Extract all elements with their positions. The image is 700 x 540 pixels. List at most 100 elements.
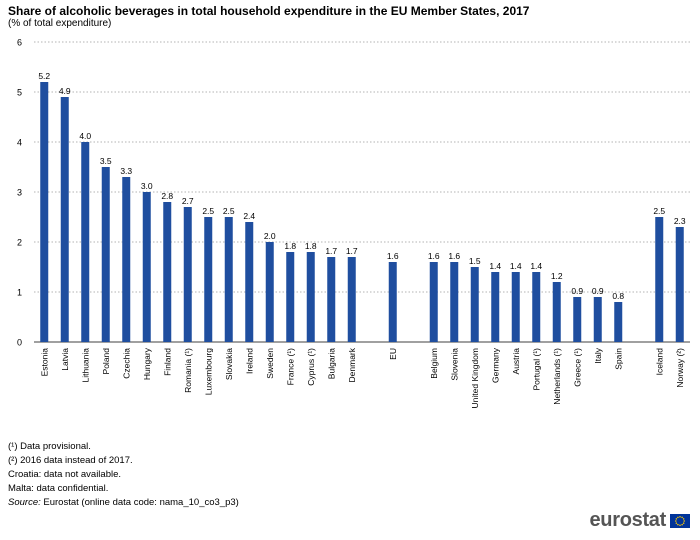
x-tick-label: Czechia [121, 348, 131, 379]
x-tick-label: EU [388, 348, 398, 360]
x-tick-label: Denmark [347, 347, 357, 382]
y-tick-label: 5 [17, 88, 22, 98]
bar [101, 167, 110, 342]
x-tick-label: France (¹) [285, 348, 295, 385]
bar-value-label: 1.5 [469, 256, 481, 266]
bar-value-label: 0.9 [571, 286, 583, 296]
bar [265, 242, 274, 342]
x-tick-label: Greece (¹) [572, 348, 582, 387]
bar [532, 272, 541, 342]
bar-value-label: 5.2 [38, 71, 50, 81]
x-tick-label: Iceland [654, 348, 664, 376]
x-tick-label: United Kingdom [470, 348, 480, 408]
bar [183, 207, 192, 342]
bar [40, 82, 49, 342]
chart-subtitle: (% of total expenditure) [8, 18, 112, 29]
y-tick-label: 0 [17, 338, 22, 348]
bar-value-label: 1.4 [489, 261, 501, 271]
bar-value-label: 2.7 [182, 196, 194, 206]
eurostat-logo: eurostat [589, 509, 690, 532]
bar-value-label: 0.9 [592, 286, 604, 296]
logo-text: eurostat [589, 509, 666, 531]
bar-value-label: 2.8 [161, 191, 173, 201]
bar-value-label: 2.3 [674, 216, 686, 226]
x-tick-label: Spain [613, 348, 623, 370]
bar [388, 262, 397, 342]
bar-value-label: 0.8 [612, 291, 624, 301]
bar [470, 267, 479, 342]
bar [204, 217, 213, 342]
y-tick-label: 4 [17, 138, 22, 148]
bar [245, 222, 254, 342]
bar-value-label: 3.0 [141, 181, 153, 191]
bar-value-label: 2.4 [243, 211, 255, 221]
x-tick-label: Austria [511, 348, 521, 375]
bar [614, 302, 623, 342]
y-tick-label: 1 [17, 288, 22, 298]
bar [286, 252, 295, 342]
chart-notes: (¹) Data provisional. (²) 2016 data inst… [8, 440, 239, 510]
bar-value-label: 2.5 [653, 206, 665, 216]
note-malta: Malta: data confidential. [8, 483, 109, 494]
bar-value-label: 4.9 [59, 86, 71, 96]
bar [306, 252, 315, 342]
x-tick-label: Germany [490, 347, 500, 383]
bar [347, 257, 356, 342]
bar [327, 257, 336, 342]
bar-value-label: 1.7 [325, 246, 337, 256]
x-tick-label: Lithuania [80, 348, 90, 383]
x-tick-label: Bulgaria [326, 348, 336, 379]
bar [122, 177, 131, 342]
bar-value-label: 1.6 [448, 251, 460, 261]
note-2016: (²) 2016 data instead of 2017. [8, 455, 133, 466]
bar-value-label: 1.7 [346, 246, 358, 256]
y-tick-label: 2 [17, 238, 22, 248]
x-tick-label: Belgium [429, 348, 439, 379]
bar-value-label: 3.5 [100, 156, 112, 166]
bar [142, 192, 151, 342]
bar-value-label: 1.4 [530, 261, 542, 271]
x-tick-label: Latvia [60, 348, 70, 371]
bar [429, 262, 438, 342]
note-source: Source: Eurostat (online data code: nama… [8, 496, 239, 510]
bar [163, 202, 172, 342]
bar [81, 142, 90, 342]
bar [450, 262, 459, 342]
bar-value-label: 2.5 [202, 206, 214, 216]
x-tick-label: Slovakia [224, 348, 234, 380]
x-tick-label: Sweden [265, 348, 275, 379]
x-tick-label: Italy [593, 347, 603, 363]
y-tick-label: 6 [17, 38, 22, 48]
bar [491, 272, 500, 342]
bar-value-label: 3.3 [120, 166, 132, 176]
x-tick-label: Luxembourg [203, 348, 213, 396]
bar-value-label: 1.6 [428, 251, 440, 261]
note-croatia: Croatia: data not available. [8, 469, 122, 480]
bar [552, 282, 561, 342]
bar [511, 272, 520, 342]
bar-value-label: 4.0 [79, 131, 91, 141]
y-tick-label: 3 [17, 188, 22, 198]
bar-value-label: 1.6 [387, 251, 399, 261]
x-tick-label: Slovenia [449, 348, 459, 381]
bar-value-label: 1.8 [284, 241, 296, 251]
x-tick-label: Cyprus (¹) [306, 348, 316, 386]
source-label: Source: [8, 497, 41, 508]
bar [224, 217, 233, 342]
chart-title: Share of alcoholic beverages in total ho… [8, 4, 530, 18]
bar [655, 217, 664, 342]
bar-value-label: 1.4 [510, 261, 522, 271]
bar [593, 297, 602, 342]
bar-value-label: 2.5 [223, 206, 235, 216]
x-tick-label: Finland [162, 348, 172, 376]
x-tick-label: Poland [101, 348, 111, 375]
x-tick-label: Portugal (¹) [531, 348, 541, 391]
note-provisional: (¹) Data provisional. [8, 441, 91, 452]
bar [573, 297, 582, 342]
x-tick-label: Norway (²) [675, 348, 685, 388]
x-tick-label: Netherlands (¹) [552, 348, 562, 405]
bar-value-label: 2.0 [264, 231, 276, 241]
x-tick-label: Romania (¹) [183, 348, 193, 393]
bar-value-label: 1.2 [551, 271, 563, 281]
bar [675, 227, 684, 342]
